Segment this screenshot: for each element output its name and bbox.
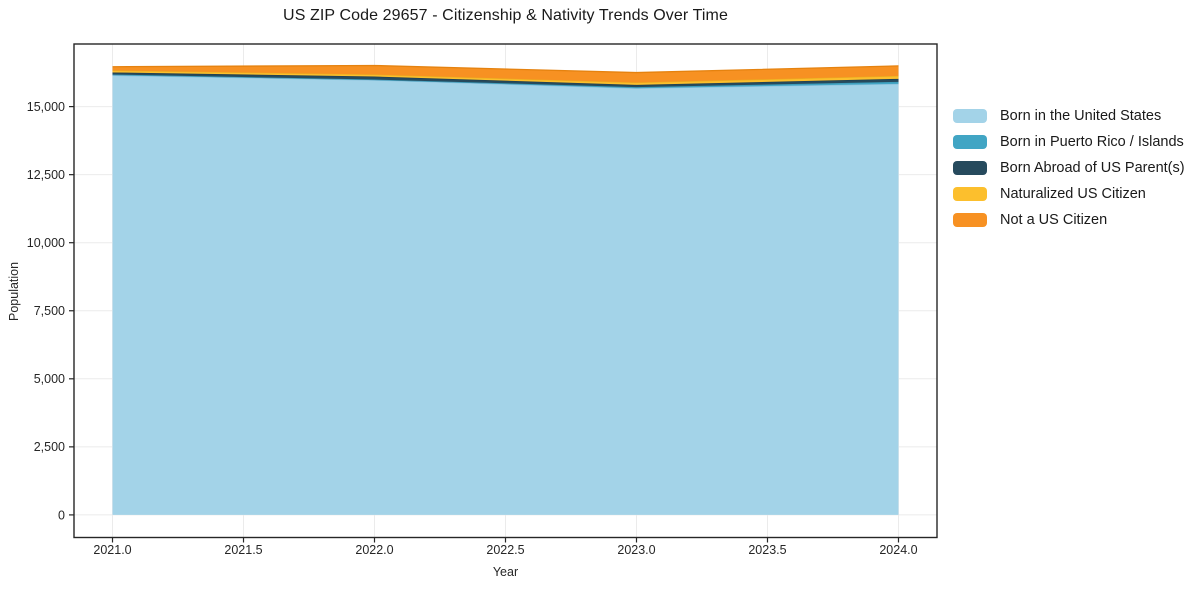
legend-label: Not a US Citizen <box>1000 212 1108 228</box>
legend-swatch <box>953 135 987 149</box>
legend-swatch <box>953 109 987 123</box>
chart-title: US ZIP Code 29657 - Citizenship & Nativi… <box>283 7 728 24</box>
y-tick-label: 10,000 <box>27 236 65 250</box>
y-tick-label: 5,000 <box>34 372 65 386</box>
legend-swatch <box>953 213 987 227</box>
y-tick-label: 15,000 <box>27 100 65 114</box>
y-axis-label: Population <box>7 261 21 321</box>
legend-item: Born Abroad of US Parent(s) <box>953 160 1185 176</box>
x-tick-label: 2023.5 <box>748 543 786 557</box>
legend-label: Naturalized US Citizen <box>1000 186 1146 202</box>
x-tick-label: 2024.0 <box>879 543 917 557</box>
area-edge-5 <box>112 64 899 74</box>
x-tick-label: 2021.0 <box>93 543 131 557</box>
legend-item: Born in Puerto Rico / Islands <box>953 134 1185 150</box>
legend-label: Born Abroad of US Parent(s) <box>1000 160 1185 176</box>
legend-item: Naturalized US Citizen <box>953 186 1185 202</box>
y-tick-label: 7,500 <box>34 304 65 318</box>
legend-label: Born in the United States <box>1000 108 1162 124</box>
x-axis-label: Year <box>492 565 519 579</box>
legend-swatch <box>953 161 987 175</box>
legend-swatch <box>953 187 987 201</box>
legend-label: Born in Puerto Rico / Islands <box>1000 134 1184 150</box>
area-1 <box>112 75 899 515</box>
y-tick-label: 12,500 <box>27 168 65 182</box>
legend-item: Not a US Citizen <box>953 212 1185 228</box>
x-tick-label: 2021.5 <box>224 543 262 557</box>
y-tick-label: 2,500 <box>34 440 65 454</box>
y-tick-label: 0 <box>58 508 65 522</box>
x-tick-label: 2022.5 <box>486 543 524 557</box>
x-tick-label: 2022.0 <box>355 543 393 557</box>
legend: Born in the United States Born in Puerto … <box>953 108 1185 238</box>
legend-item: Born in the United States <box>953 108 1185 124</box>
area-5 <box>112 65 899 83</box>
x-tick-label: 2023.0 <box>617 543 655 557</box>
